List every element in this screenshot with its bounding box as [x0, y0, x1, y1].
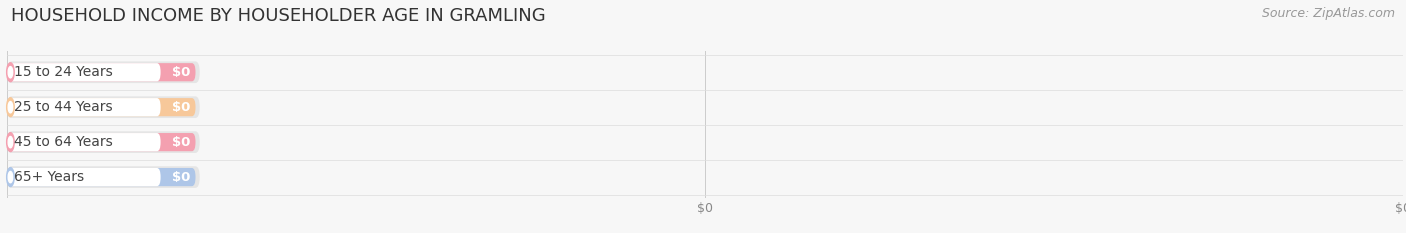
Circle shape — [8, 171, 13, 183]
FancyBboxPatch shape — [7, 168, 195, 186]
FancyBboxPatch shape — [7, 63, 160, 81]
Circle shape — [7, 63, 14, 82]
Circle shape — [7, 168, 14, 187]
FancyBboxPatch shape — [7, 166, 200, 188]
Text: 65+ Years: 65+ Years — [14, 170, 84, 184]
Circle shape — [7, 98, 14, 117]
Text: $0: $0 — [172, 101, 190, 114]
FancyBboxPatch shape — [7, 98, 160, 116]
Circle shape — [7, 133, 14, 152]
Text: 25 to 44 Years: 25 to 44 Years — [14, 100, 112, 114]
FancyBboxPatch shape — [7, 61, 200, 83]
Text: $0: $0 — [172, 136, 190, 149]
Circle shape — [8, 67, 13, 78]
Circle shape — [8, 102, 13, 113]
Text: $0: $0 — [172, 66, 190, 79]
FancyBboxPatch shape — [7, 96, 200, 118]
Circle shape — [8, 137, 13, 148]
FancyBboxPatch shape — [7, 133, 195, 151]
FancyBboxPatch shape — [7, 133, 160, 151]
Text: HOUSEHOLD INCOME BY HOUSEHOLDER AGE IN GRAMLING: HOUSEHOLD INCOME BY HOUSEHOLDER AGE IN G… — [11, 7, 546, 25]
FancyBboxPatch shape — [7, 168, 160, 186]
FancyBboxPatch shape — [7, 63, 195, 81]
Text: 45 to 64 Years: 45 to 64 Years — [14, 135, 112, 149]
FancyBboxPatch shape — [7, 131, 200, 153]
Text: 15 to 24 Years: 15 to 24 Years — [14, 65, 112, 79]
FancyBboxPatch shape — [7, 98, 195, 116]
Text: $0: $0 — [172, 171, 190, 184]
Text: Source: ZipAtlas.com: Source: ZipAtlas.com — [1261, 7, 1395, 20]
